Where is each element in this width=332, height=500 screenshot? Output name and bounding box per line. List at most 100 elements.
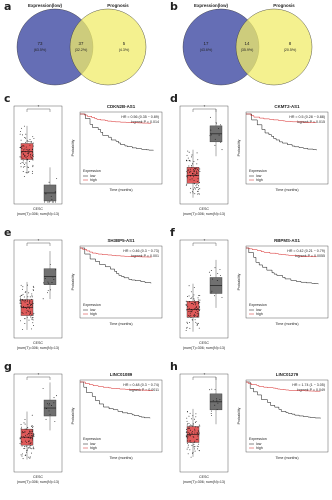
point	[23, 125, 25, 127]
y-axis-label: Probability	[71, 407, 75, 424]
point	[28, 307, 30, 309]
point	[193, 299, 195, 301]
point	[193, 172, 195, 174]
point	[25, 146, 27, 148]
point	[195, 311, 197, 313]
point	[214, 404, 216, 406]
point	[191, 166, 193, 168]
survival-curve	[246, 247, 317, 258]
point	[209, 389, 211, 391]
point	[21, 147, 23, 149]
significance: *	[204, 372, 206, 377]
point	[55, 269, 56, 271]
point	[33, 325, 34, 327]
point	[31, 305, 33, 307]
point	[189, 160, 191, 162]
point	[190, 303, 192, 305]
point	[46, 403, 48, 405]
point	[186, 183, 188, 185]
point	[195, 168, 196, 170]
point	[193, 441, 195, 443]
point	[24, 428, 26, 430]
point	[190, 424, 192, 426]
point	[196, 180, 198, 182]
hazard-ratio: HR = 0.42 (0.21 − 0.79)	[287, 249, 325, 253]
point	[31, 425, 33, 427]
point	[192, 436, 194, 438]
point	[186, 322, 188, 324]
panel-label: d	[170, 92, 178, 105]
survival-curve	[80, 113, 154, 151]
point	[208, 271, 210, 273]
significance-bracket	[26, 376, 51, 380]
point	[54, 420, 56, 422]
point	[56, 178, 58, 179]
point	[32, 136, 34, 138]
survival-curve	[80, 247, 152, 284]
point	[30, 303, 32, 305]
point	[50, 195, 52, 197]
point	[28, 140, 30, 142]
point	[20, 305, 22, 307]
point	[28, 292, 30, 294]
legend-title: Expression	[249, 303, 267, 307]
point	[32, 314, 34, 316]
point	[193, 303, 194, 305]
point	[195, 186, 197, 188]
point	[193, 161, 195, 162]
point	[24, 432, 26, 434]
point	[187, 306, 189, 308]
point	[26, 152, 28, 154]
y-axis-label: Probability	[71, 139, 75, 156]
point	[23, 176, 25, 178]
legend-title: Expression	[83, 169, 101, 173]
point	[30, 153, 32, 155]
point	[33, 286, 35, 288]
cohort: CESC	[199, 341, 209, 345]
point	[31, 434, 32, 436]
point	[29, 301, 31, 303]
survival-curve	[80, 381, 151, 419]
point	[198, 309, 200, 311]
point	[190, 418, 192, 420]
point	[216, 400, 218, 402]
point	[194, 302, 195, 304]
point	[33, 435, 35, 437]
point	[32, 164, 34, 166]
point	[188, 427, 190, 429]
legend-high: high	[90, 446, 97, 450]
point	[197, 448, 199, 450]
point	[32, 153, 34, 155]
point	[218, 134, 220, 136]
point	[194, 301, 196, 303]
significance: *	[204, 104, 206, 109]
point	[24, 299, 26, 301]
point	[196, 315, 198, 317]
point	[199, 425, 201, 427]
point	[195, 413, 197, 415]
point	[26, 303, 28, 305]
point	[187, 169, 189, 171]
point	[190, 314, 192, 316]
point	[191, 432, 193, 434]
point	[199, 306, 200, 308]
point	[194, 193, 196, 195]
panel-label: e	[4, 226, 11, 239]
point	[198, 169, 200, 171]
point	[21, 288, 23, 290]
point	[190, 317, 192, 319]
point	[189, 412, 191, 414]
point	[210, 413, 212, 415]
point	[29, 437, 31, 439]
point	[196, 173, 198, 175]
point	[197, 187, 199, 188]
point	[21, 432, 23, 434]
point	[197, 188, 199, 190]
venn-count: 5	[123, 41, 126, 46]
point	[186, 429, 187, 430]
point	[191, 309, 192, 310]
point	[28, 151, 30, 153]
point	[197, 190, 199, 192]
significance: *	[38, 372, 40, 377]
point	[218, 127, 219, 129]
